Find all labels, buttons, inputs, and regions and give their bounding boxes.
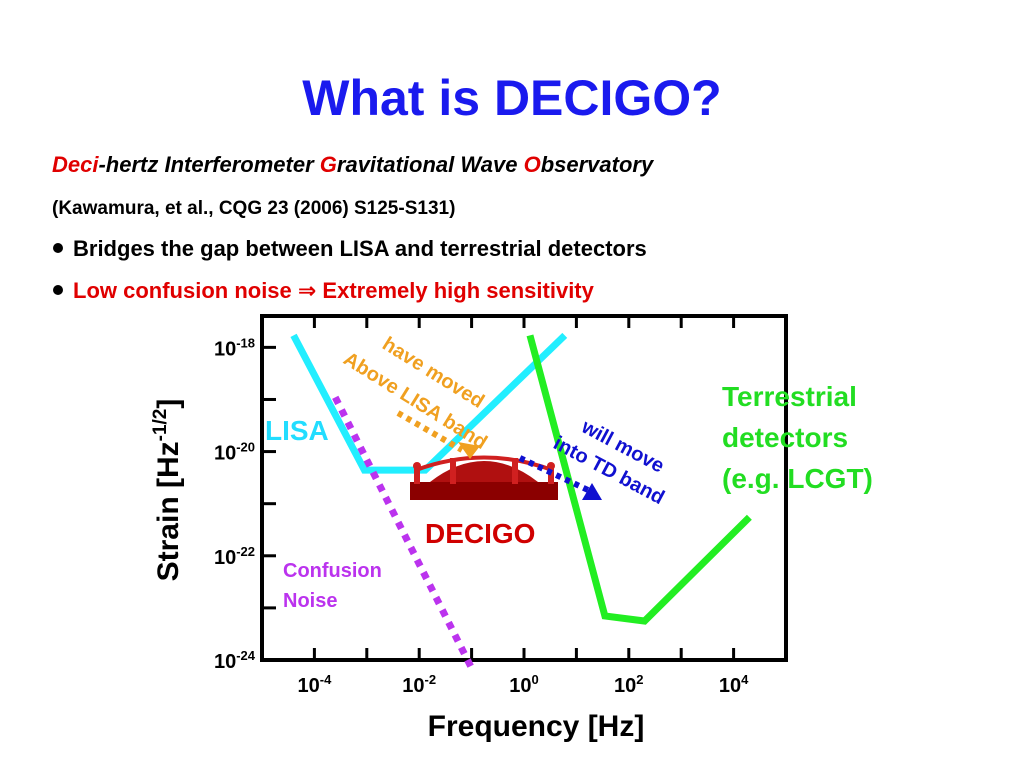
x-axis-label: Frequency [Hz] xyxy=(428,710,645,743)
arrow xyxy=(396,410,464,453)
curve xyxy=(332,395,475,670)
y-tick-label: 10-24 xyxy=(214,648,256,673)
arrow-head xyxy=(582,483,602,500)
arrow-head xyxy=(458,442,480,459)
slide-title: What is DECIGO? xyxy=(302,70,721,126)
y-tick-label: 10-18 xyxy=(214,335,255,360)
bullet-dot xyxy=(53,243,63,253)
plot: 10-18 10-20 10-22 10-24 10-4 10-2 100 102 104 xyxy=(214,316,752,697)
bullet-text: Low confusion noise ⇒ Extremely high sen… xyxy=(73,278,595,303)
annotation: detectors xyxy=(722,422,848,453)
x-tick-label: 104 xyxy=(719,672,749,697)
bullet-text: Bridges the gap between LISA and terrest… xyxy=(73,236,647,261)
y-tick-label: 10-20 xyxy=(214,440,255,465)
curve xyxy=(290,332,568,474)
annotation: LISA xyxy=(265,415,329,446)
decigo-bridge xyxy=(410,455,558,500)
y-axis-label: Strain [Hz-1/2] xyxy=(150,399,185,582)
annotation: Noise xyxy=(283,590,337,612)
subtitle: Deci-hertz Interferometer Gravitational … xyxy=(52,152,655,177)
annotation: Terrestrial xyxy=(722,381,857,412)
citation: (Kawamura, et al., CQG 23 (2006) S125-S1… xyxy=(52,198,455,219)
y-tick-label: 10-22 xyxy=(214,544,255,569)
annotation: (e.g. LCGT) xyxy=(722,463,873,494)
curve xyxy=(526,334,752,625)
x-tick-label: 10-4 xyxy=(297,672,332,697)
arrow xyxy=(518,455,590,493)
annotation: Confusion xyxy=(283,560,382,582)
bullet-dot xyxy=(53,285,63,295)
x-tick-label: 102 xyxy=(614,672,643,697)
x-tick-label: 100 xyxy=(509,672,538,697)
annotation: DECIGO xyxy=(425,518,535,549)
x-tick-label: 10-2 xyxy=(402,672,436,697)
